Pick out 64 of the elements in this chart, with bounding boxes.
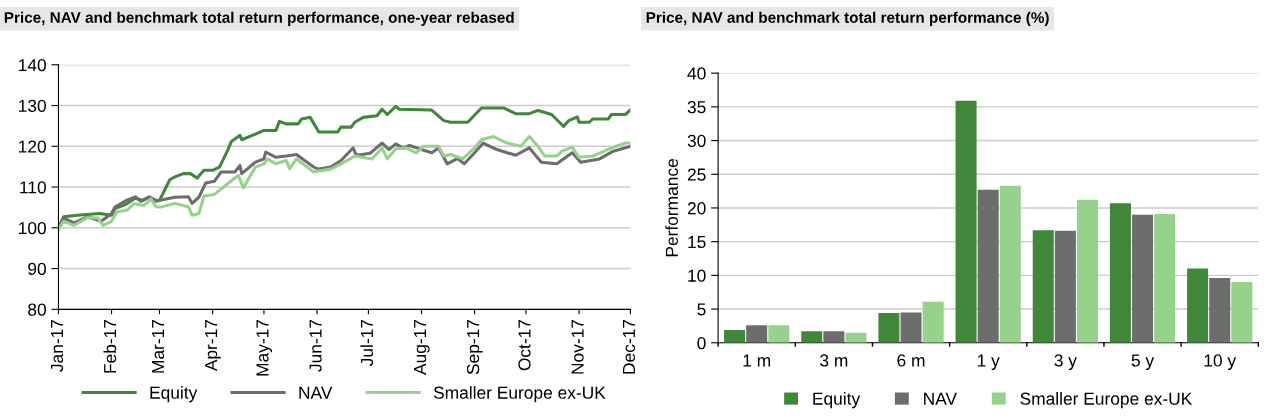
x-tick-label: 3 y <box>1054 354 1077 371</box>
y-tick-label: 35 <box>687 101 706 114</box>
x-tick-label: Sep-17 <box>466 319 483 375</box>
x-tick-label: Mar-17 <box>152 319 165 373</box>
bar <box>1231 282 1253 343</box>
y-tick-label: 140 <box>19 58 46 72</box>
bar <box>1154 214 1176 343</box>
x-tick-label: Jun-17 <box>309 319 322 372</box>
y-tick-label: 10 <box>688 269 706 282</box>
y-tick-label: 5 <box>697 303 706 316</box>
bar <box>1109 203 1131 343</box>
y-tick-label: 25 <box>687 168 706 181</box>
x-tick-label: Oct-17 <box>518 319 531 371</box>
y-tick-label: 130 <box>19 99 46 113</box>
y-tick-label: 90 <box>28 262 46 276</box>
bar <box>768 325 790 343</box>
x-tick-label: 10 y <box>1204 354 1237 371</box>
bar <box>1132 214 1154 343</box>
y-tick-label: 40 <box>687 67 706 80</box>
bar <box>1209 278 1231 343</box>
x-tick-label: Aug-17 <box>414 319 430 375</box>
x-tick-label: 1 m <box>743 354 771 367</box>
x-tick-label: Nov-17 <box>571 319 584 374</box>
y-tick-label: 110 <box>20 181 46 194</box>
bar <box>823 331 845 343</box>
legend-label: NAV <box>299 386 333 399</box>
x-tick-label: Apr-17 <box>205 319 221 372</box>
chart-title: Price, NAV and benchmark total return performance (%) <box>646 11 1049 26</box>
bar <box>1032 230 1054 343</box>
bar <box>746 325 768 343</box>
bar <box>1054 230 1076 343</box>
bar <box>922 301 944 343</box>
bar <box>977 189 999 343</box>
bar <box>955 100 977 343</box>
x-tick-label: Feb-17 <box>103 319 117 373</box>
x-tick-label: May-17 <box>256 319 273 376</box>
x-tick-label: Jan-17 <box>51 319 64 372</box>
x-tick-label: 3 m <box>820 354 848 367</box>
legend-label: Equity <box>813 392 861 409</box>
x-tick-label: Dec-17 <box>622 319 636 374</box>
y-tick-label: 100 <box>19 221 46 235</box>
y-tick-label: 30 <box>687 134 706 148</box>
bar <box>1187 268 1209 343</box>
bar <box>878 313 900 343</box>
legend-label: Smaller Europe ex-UK <box>433 386 606 403</box>
y-tick-label: 15 <box>688 236 706 249</box>
chart-title: Price, NAV and benchmark total return performance, one-year rebased <box>4 11 514 26</box>
y-tick-label: 120 <box>19 140 46 153</box>
bar <box>900 312 922 343</box>
y-tick-label: 20 <box>687 202 706 215</box>
legend-label: Equity <box>150 386 198 403</box>
legend-label: Smaller Europe ex-UK <box>1020 392 1193 409</box>
x-tick-label: Jul-17 <box>360 319 374 367</box>
y-axis-title: Performance <box>665 159 679 257</box>
y-tick-label: 0 <box>697 336 706 350</box>
bar <box>724 329 746 343</box>
bar <box>801 331 823 343</box>
legend-label: NAV <box>924 392 957 405</box>
x-tick-label: 6 m <box>897 354 925 367</box>
y-tick-label: 80 <box>28 303 46 316</box>
bar <box>1076 199 1098 343</box>
x-tick-label: 5 y <box>1131 354 1155 371</box>
bar <box>999 185 1021 343</box>
x-tick-label: 1 y <box>977 354 1000 371</box>
